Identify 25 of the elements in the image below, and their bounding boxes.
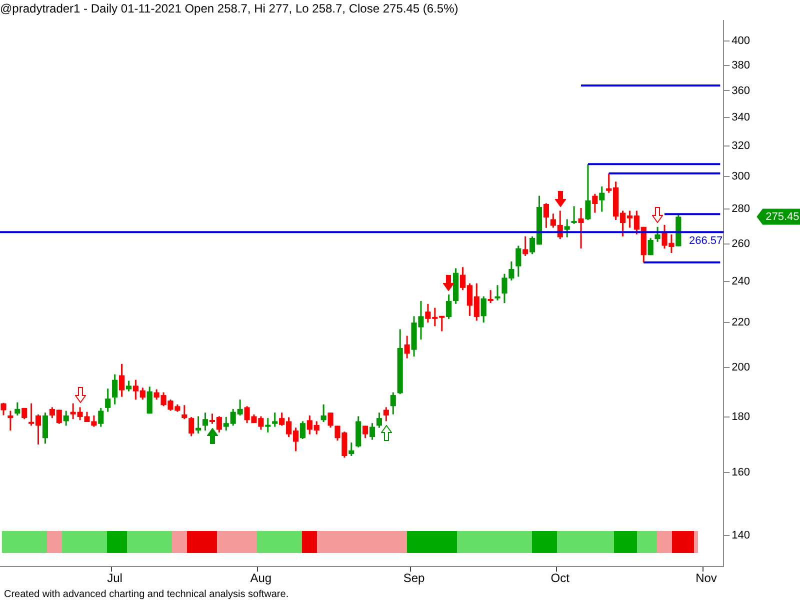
x-tick-label: Aug	[250, 571, 272, 586]
y-tick-label: 160	[732, 466, 750, 478]
y-tick-label: 380	[732, 59, 750, 72]
y-tick-label: 320	[732, 140, 750, 152]
y-tick-label: 240	[732, 276, 750, 288]
ref-line-label: 266.57	[688, 235, 723, 248]
text: Created with advanced charting and technical analysis software.	[4, 588, 289, 600]
y-tick-label: 220	[732, 316, 750, 329]
y-tick-label: 180	[732, 411, 750, 424]
y-tick-label: 280	[732, 203, 750, 216]
x-tick-label: Nov	[696, 571, 717, 586]
x-tick-label: Sep	[403, 571, 426, 586]
y-tick-label: 340	[732, 112, 750, 124]
y-tick-label: 300	[732, 170, 750, 183]
x-tick-label: Oct	[550, 571, 570, 586]
candlestick	[578, 208, 584, 248]
x-tick-label: Jul	[107, 571, 122, 586]
y-tick-label: 260	[732, 238, 750, 250]
text: 275.45	[766, 210, 800, 223]
y-tick-label: 140	[732, 529, 750, 542]
y-tick-label: 360	[732, 84, 750, 97]
y-tick-label: 400	[732, 35, 750, 48]
candlestick	[494, 285, 500, 300]
chart-title: @pradytrader1 - Daily 01-11-2021 Open 258.7, Hi 277, Lo 258.7, Close 275.45 (6.5%)	[0, 2, 458, 16]
y-tick-label: 200	[732, 361, 750, 374]
